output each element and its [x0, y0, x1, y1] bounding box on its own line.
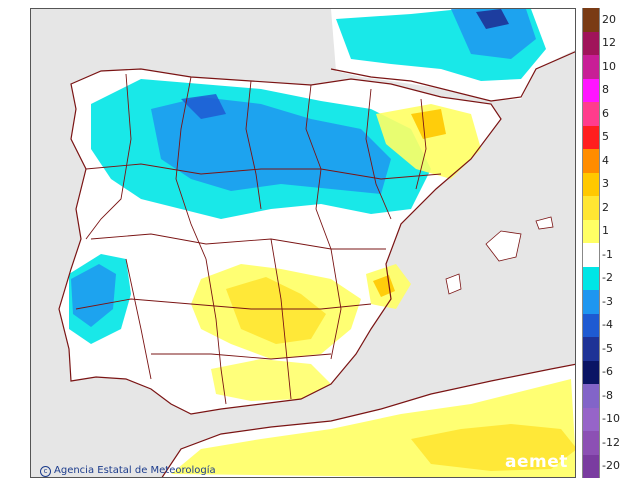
legend-label: -1: [602, 247, 613, 261]
regional-borders: [75, 73, 442, 405]
legend-swatch: [582, 407, 600, 431]
legend-label: 10: [602, 59, 616, 73]
anomaly-minus3-portugal: [71, 264, 116, 327]
legend-label: 3: [602, 177, 609, 191]
africa-coastline: [161, 363, 575, 477]
agency-credit: c Agencia Estatal de Meteorología: [40, 465, 216, 477]
anomaly-plus2-africa: [411, 424, 575, 471]
legend-swatch: [582, 125, 600, 149]
ibiza-island: [445, 273, 462, 295]
france-border: [330, 51, 575, 102]
legend-swatch: [582, 8, 600, 32]
anomaly-plus1-south: [211, 359, 331, 401]
mallorca-island: [485, 230, 522, 262]
legend-label: 2: [602, 200, 609, 214]
anomaly-minus3-france: [451, 9, 536, 59]
legend-label: 6: [602, 106, 609, 120]
legend-swatch: [582, 243, 600, 267]
anomaly-minus4-north: [181, 94, 226, 119]
anomaly-plus3-northeast: [411, 109, 446, 139]
legend-swatch: [582, 55, 600, 79]
legend-swatch: [582, 360, 600, 384]
legend-label: -4: [602, 318, 613, 332]
legend-swatch: [582, 384, 600, 408]
legend-label: -20: [602, 459, 620, 473]
legend-label: 1: [602, 224, 609, 238]
legend-swatch: [582, 290, 600, 314]
legend-label: -8: [602, 388, 613, 402]
legend-label: -6: [602, 365, 613, 379]
agency-credit-text: Agencia Estatal de Meteorología: [54, 465, 216, 476]
legend-swatch: [582, 149, 600, 173]
color-legend: 20 12 10 8 6 5 4 3 2 1 -1 -2 -3 -4 -5 -6 -8 -10 -12 -20: [582, 8, 622, 478]
legend-label: -5: [602, 341, 613, 355]
legend-swatch: [582, 172, 600, 196]
legend-swatch: [582, 78, 600, 102]
legend-label: 20: [602, 12, 616, 26]
anomaly-map: [30, 8, 576, 478]
legend-label: -3: [602, 294, 613, 308]
legend-label: -12: [602, 435, 620, 449]
anomaly-plus1-northeast: [376, 104, 481, 179]
copyright-icon: c: [40, 466, 51, 477]
legend-swatch: [582, 454, 600, 478]
legend-swatch: [582, 102, 600, 126]
anomaly-minus3-north: [151, 97, 391, 194]
legend-label: 12: [602, 36, 616, 50]
menorca-island: [535, 216, 554, 230]
coastline: [58, 68, 502, 415]
aemet-logo: aemet: [505, 452, 568, 472]
legend-label: -10: [602, 412, 620, 426]
legend-swatch: [582, 337, 600, 361]
legend-label: -2: [602, 271, 613, 285]
legend-label: 8: [602, 83, 609, 97]
legend-swatch: [582, 219, 600, 243]
anomaly-minus5-france: [476, 9, 509, 29]
legend-swatch: [582, 31, 600, 55]
legend-swatch: [582, 431, 600, 455]
anomaly-plus2-center: [226, 277, 326, 344]
legend-swatch: [582, 266, 600, 290]
legend-swatch: [582, 313, 600, 337]
legend-label: 4: [602, 153, 609, 167]
legend-label: 5: [602, 130, 609, 144]
legend-swatch: [582, 196, 600, 220]
